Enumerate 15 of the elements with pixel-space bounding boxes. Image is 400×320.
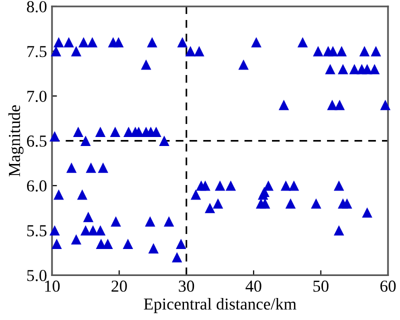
y-tick-label: 7.5 [27,46,46,58]
x-axis-title: Epicentral distance/km [144,298,296,314]
x-tick-label: 40 [246,280,262,292]
x-tick-label: 20 [112,280,127,292]
y-tick-label: 6.0 [27,180,47,192]
y-tick-label: 8.0 [26,1,47,12]
x-tick-label: 60 [380,280,396,292]
x-tick-label: 30 [178,280,194,292]
y-tick-label: 5.5 [27,225,46,236]
y-tick-label: 7.0 [27,90,47,102]
y-tick-label: 5.0 [27,270,47,282]
y-axis-title: Magnitude [8,105,24,176]
y-tick-label: 6.5 [27,136,46,147]
x-tick-label: 10 [45,280,60,292]
x-tick-label: 50 [313,280,328,292]
